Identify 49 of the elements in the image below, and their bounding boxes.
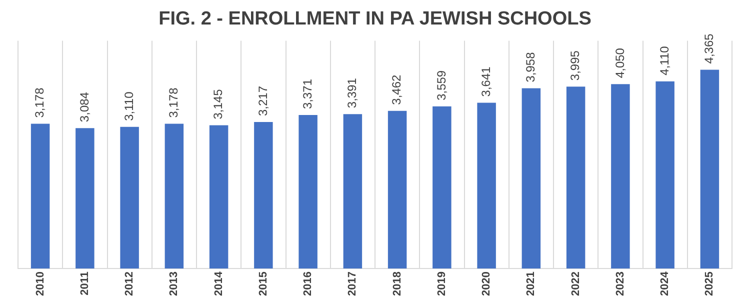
- x-tick-label: 2015: [257, 272, 270, 296]
- x-tick-label: 2024: [659, 270, 672, 296]
- data-label: 4,110: [657, 46, 672, 76]
- data-label: 3,110: [122, 91, 136, 121]
- data-label: 3,641: [478, 66, 493, 97]
- bar: [522, 88, 541, 269]
- bar: [656, 81, 674, 269]
- data-label: 3,958: [524, 52, 538, 82]
- x-tick-label: 2020: [480, 272, 493, 296]
- bar: [76, 128, 94, 269]
- data-label: 3,371: [300, 78, 314, 109]
- data-label: 3,559: [434, 70, 448, 100]
- data-label: 3,217: [256, 86, 270, 116]
- x-tick-label: 2025: [704, 272, 716, 296]
- bar: [700, 70, 720, 269]
- x-tick-label: 2022: [570, 272, 582, 296]
- x-tick-label: 2018: [391, 272, 404, 296]
- x-tick-label: 2011: [78, 272, 91, 296]
- bar: [164, 124, 184, 269]
- data-label: 3,178: [32, 87, 47, 118]
- x-tick-label: 2023: [614, 272, 626, 296]
- bar: [254, 122, 273, 269]
- x-tick-label: 2013: [168, 272, 180, 296]
- chart-title: FIG. 2 - ENROLLMENT IN PA JEWISH SCHOOLS: [158, 8, 592, 30]
- bar: [209, 125, 228, 269]
- bar: [477, 102, 496, 269]
- data-label: 3,178: [166, 87, 180, 118]
- bar: [432, 106, 452, 269]
- bar: [611, 84, 630, 269]
- x-tick-label: 2017: [346, 272, 359, 296]
- data-label: 3,084: [77, 92, 92, 122]
- bar: [343, 114, 362, 269]
- data-label: 3,995: [568, 50, 582, 81]
- data-label: 3,462: [390, 74, 404, 105]
- x-tick-label: 2010: [34, 272, 46, 296]
- data-label: 4,365: [702, 33, 716, 64]
- bar: [120, 126, 139, 269]
- data-label: 3,391: [345, 78, 359, 108]
- x-tick-label: 2012: [124, 272, 136, 296]
- data-label: 4,050: [612, 48, 627, 78]
- bar: [298, 114, 318, 269]
- x-tick-label: 2021: [525, 272, 538, 296]
- x-tick-label: 2014: [212, 270, 225, 296]
- bar: [566, 86, 586, 269]
- x-tick-label: 2019: [436, 272, 448, 296]
- bar: [388, 110, 407, 269]
- bar: [30, 124, 50, 269]
- data-label: 3,145: [211, 88, 226, 120]
- x-tick-label: 2016: [302, 272, 314, 296]
